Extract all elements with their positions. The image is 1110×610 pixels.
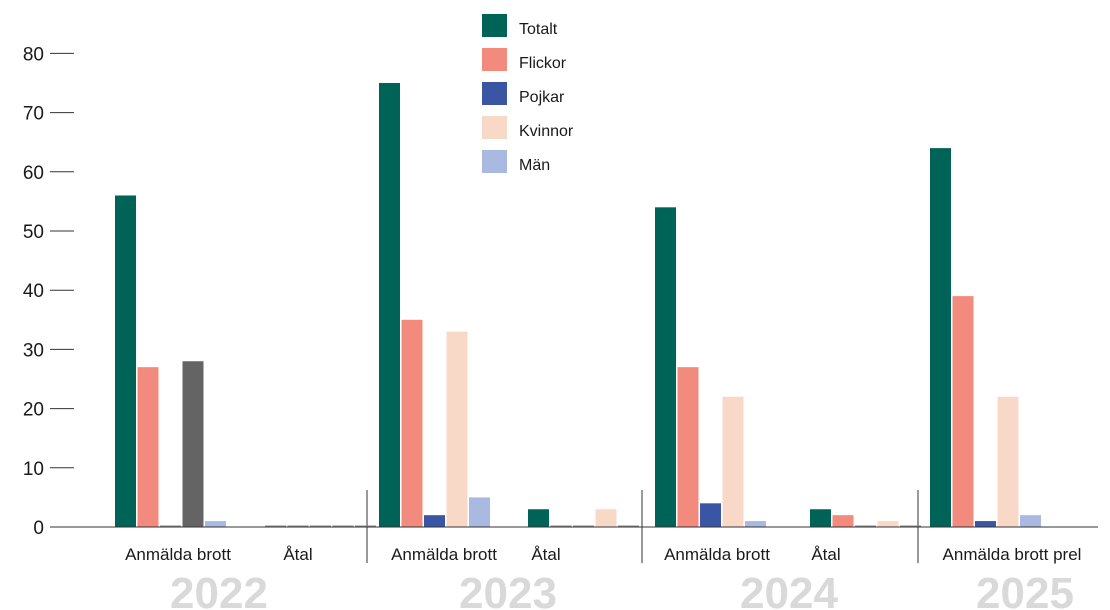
legend-label: Totalt bbox=[519, 21, 558, 38]
y-tick-label: 0 bbox=[33, 518, 44, 539]
y-tick-label: 50 bbox=[23, 222, 44, 243]
group-label: Åtal bbox=[811, 545, 840, 564]
y-axis: 0 10 20 30 40 50 60 70 80 bbox=[23, 44, 74, 539]
bar-totalt bbox=[930, 148, 951, 527]
group-label: Anmälda brott bbox=[125, 545, 231, 564]
bars bbox=[115, 83, 1041, 527]
legend-swatch-flickor bbox=[482, 48, 507, 71]
bar-pojkar bbox=[424, 515, 445, 527]
bar-män bbox=[1020, 515, 1041, 527]
legend-swatch-totalt bbox=[482, 14, 507, 37]
bar-totalt bbox=[115, 195, 136, 527]
bar-kvinnor bbox=[723, 397, 744, 527]
year-label: 2024 bbox=[740, 569, 838, 610]
y-tick-label: 60 bbox=[23, 163, 44, 184]
bar-män bbox=[745, 521, 766, 527]
bar-flickor bbox=[138, 367, 159, 527]
bar-flickor bbox=[678, 367, 699, 527]
group-label: Åtal bbox=[531, 545, 560, 564]
legend-label: Pojkar bbox=[519, 89, 565, 106]
bar-totalt bbox=[528, 509, 549, 527]
group-labels: Anmälda brott Åtal Anmälda brott Åtal Anmäld… bbox=[125, 545, 1081, 564]
group-label: Anmälda brott bbox=[391, 545, 497, 564]
year-label: 2025 bbox=[976, 569, 1074, 610]
bar-flickor bbox=[953, 296, 974, 527]
bar-kvinnor bbox=[183, 361, 204, 527]
bar-totalt bbox=[655, 207, 676, 527]
legend: Totalt Flickor Pojkar Kvinnor Män bbox=[482, 14, 574, 174]
bar-män bbox=[469, 497, 490, 527]
y-tick-label: 70 bbox=[23, 104, 44, 125]
year-labels: 2022 2023 2024 2025 bbox=[170, 569, 1074, 610]
year-label: 2022 bbox=[170, 569, 268, 610]
y-tick-label: 80 bbox=[23, 44, 44, 65]
year-label: 2023 bbox=[459, 569, 557, 610]
bar-pojkar bbox=[975, 521, 996, 527]
legend-label: Flickor bbox=[519, 55, 567, 72]
y-tick-label: 30 bbox=[23, 340, 44, 361]
bar-flickor bbox=[833, 515, 854, 527]
y-tick-label: 20 bbox=[23, 400, 44, 421]
bar-totalt bbox=[810, 509, 831, 527]
y-tick-label: 40 bbox=[23, 281, 44, 302]
bar-män bbox=[205, 521, 226, 527]
bar-flickor bbox=[402, 320, 423, 527]
legend-label: Män bbox=[519, 157, 550, 174]
legend-label: Kvinnor bbox=[519, 123, 574, 140]
bar-pojkar bbox=[700, 503, 721, 527]
bar-totalt bbox=[379, 83, 400, 527]
bar-kvinnor bbox=[878, 521, 899, 527]
group-label: Anmälda brott bbox=[664, 545, 770, 564]
y-tick-label: 10 bbox=[23, 459, 44, 480]
group-label: Åtal bbox=[283, 545, 312, 564]
bar-kvinnor bbox=[998, 397, 1019, 527]
bar-kvinnor bbox=[596, 509, 617, 527]
legend-swatch-män bbox=[482, 150, 507, 173]
group-label: Anmälda brott prel bbox=[943, 545, 1082, 564]
legend-swatch-kvinnor bbox=[482, 116, 507, 139]
bar-kvinnor bbox=[447, 332, 468, 527]
legend-swatch-pojkar bbox=[482, 82, 507, 105]
